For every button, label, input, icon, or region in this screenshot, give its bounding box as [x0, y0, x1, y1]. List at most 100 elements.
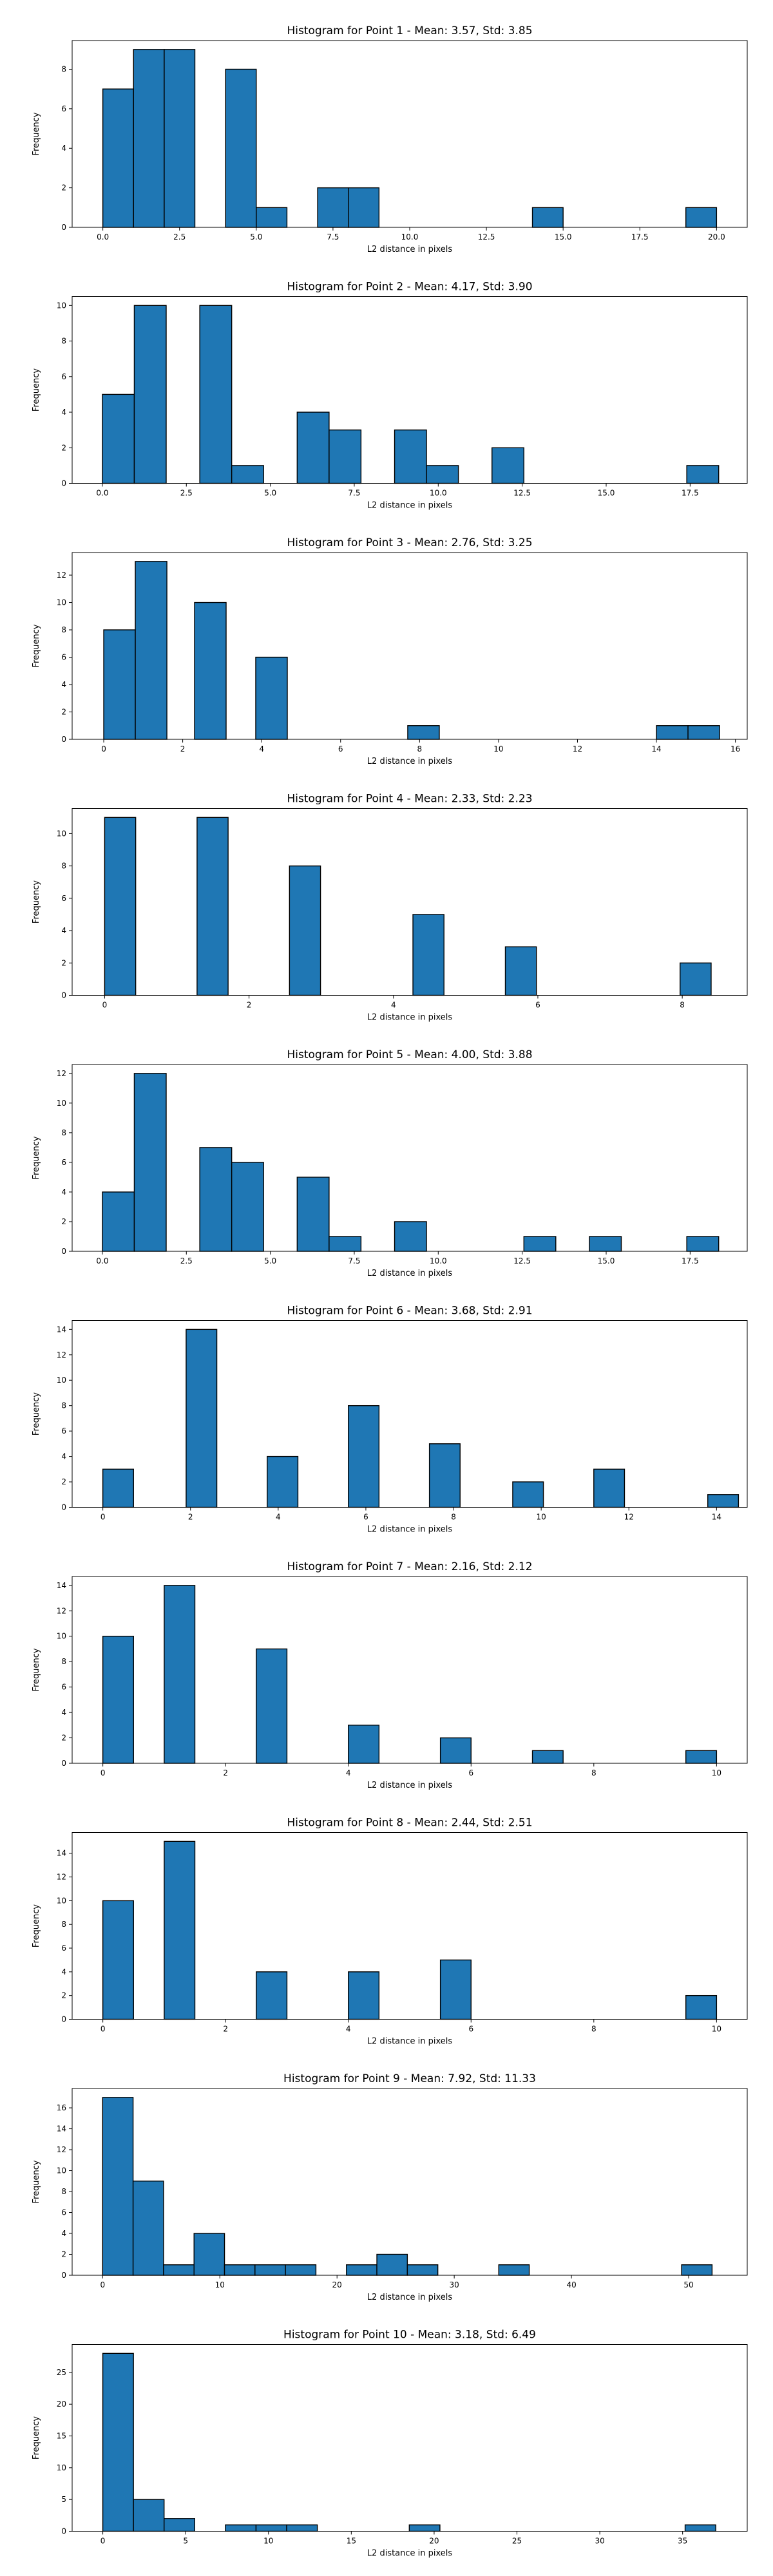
- histogram-bar: [348, 1971, 380, 2020]
- histogram-bar: [133, 49, 165, 228]
- y-tick-label: 0: [61, 991, 66, 1000]
- y-tick-label: 12: [57, 571, 66, 580]
- histogram-bar: [231, 465, 264, 484]
- y-tick-label: 5: [61, 2495, 66, 2504]
- y-tick-label: 2: [61, 184, 66, 193]
- histogram-bar: [408, 2524, 441, 2532]
- histogram-bar: [428, 1443, 461, 1508]
- axes-frame: [72, 1064, 748, 1252]
- y-axis-label: Frequency: [32, 1648, 41, 1691]
- chart-title: Histogram for Point 3 - Mean: 2.76, Std:…: [287, 536, 532, 549]
- histogram-panel-9: 0 10 20 30 40 50 0 2 4 6 8 10 12 14 16 Histogram for Po…: [32, 2072, 748, 2302]
- chart-title: Histogram for Point 4 - Mean: 2.33, Std:…: [287, 793, 532, 806]
- histogram-bar: [254, 2264, 286, 2276]
- histogram-bar: [394, 429, 427, 484]
- x-tick-label: 12.5: [478, 232, 495, 242]
- histogram-panel-7: 0 2 4 6 8 10 0 2 4 6 8 10 12 14 Histogram for Point 7 …: [32, 1560, 748, 1790]
- x-tick-label: 4: [346, 2025, 351, 2034]
- y-tick-label: 10: [57, 301, 66, 310]
- histogram-bar: [680, 962, 712, 996]
- y-tick-label: 2: [61, 958, 66, 967]
- x-tick-label: 0.0: [96, 1256, 108, 1265]
- y-tick-label: 14: [57, 2125, 66, 2134]
- x-tick-label: 0: [100, 2280, 105, 2289]
- x-tick-label: 0.0: [97, 232, 109, 242]
- histogram-bar: [394, 1221, 427, 1252]
- x-tick-label: 0.0: [96, 489, 108, 498]
- histogram-bar: [439, 1959, 472, 2020]
- x-tick-label: 0: [102, 1001, 108, 1010]
- histogram-bar: [531, 1750, 564, 1764]
- x-tick-label: 8: [451, 1513, 456, 1522]
- y-tick-label: 10: [57, 2463, 66, 2472]
- y-tick-label: 12: [57, 1350, 66, 1359]
- y-tick-label: 10: [57, 598, 66, 607]
- x-tick-label: 4: [391, 1001, 396, 1010]
- y-tick-label: 2: [61, 1991, 66, 2000]
- x-tick-label: 12.5: [513, 1256, 531, 1265]
- histogram-panel-8: 0 2 4 6 8 10 0 2 4 6 8 10 12 14 Histogram for Point 8 …: [32, 1817, 748, 2047]
- y-tick-label: 12: [57, 1873, 66, 1882]
- histogram-bar: [348, 1725, 380, 1764]
- histogram-bar: [376, 2253, 408, 2276]
- y-tick-label: 4: [61, 144, 66, 153]
- histogram-bar: [412, 914, 444, 996]
- x-tick-label: 15: [347, 2537, 356, 2546]
- x-tick-label: 30: [449, 2280, 459, 2289]
- histogram-bar: [329, 429, 362, 484]
- y-tick-label: 8: [61, 337, 66, 346]
- x-tick-label: 2.5: [180, 1256, 193, 1265]
- y-tick-label: 6: [61, 653, 66, 662]
- y-tick-label: 6: [61, 1944, 66, 1953]
- histogram-bar: [686, 1236, 720, 1252]
- histogram-bar: [103, 629, 136, 740]
- x-tick-label: 6: [338, 744, 343, 753]
- y-tick-label: 16: [57, 2103, 66, 2112]
- x-tick-label: 10.0: [430, 489, 447, 498]
- x-tick-label: 4: [259, 744, 264, 753]
- histogram-bar: [504, 946, 537, 996]
- x-tick-label: 20: [332, 2280, 342, 2289]
- y-tick-label: 10: [57, 1896, 66, 1905]
- x-tick-label: 10: [712, 2025, 721, 2034]
- y-tick-label: 0: [61, 1503, 66, 1512]
- x-tick-label: 2: [180, 744, 186, 753]
- y-tick-label: 15: [57, 2432, 66, 2441]
- axes-frame: [72, 296, 748, 484]
- x-tick-label: 0: [100, 1768, 106, 1777]
- axes-frame: [72, 1576, 748, 1764]
- y-tick-label: 0: [61, 2271, 66, 2280]
- histogram-bar: [406, 2264, 439, 2276]
- histogram-bar: [102, 1900, 134, 2020]
- histogram-bar: [656, 725, 689, 740]
- y-tick-label: 4: [61, 1452, 66, 1461]
- y-tick-label: 8: [61, 1920, 66, 1929]
- histogram-bar: [256, 1971, 288, 2020]
- y-tick-label: 2: [61, 708, 66, 717]
- x-axis-label: L2 distance in pixels: [367, 1525, 453, 1535]
- y-tick-label: 4: [61, 408, 66, 417]
- x-tick-label: 30: [595, 2537, 604, 2546]
- x-tick-label: 6: [363, 1513, 368, 1522]
- histogram-bar: [289, 865, 321, 996]
- x-tick-label: 10: [493, 744, 503, 753]
- chart-title: Histogram for Point 9 - Mean: 7.92, Std:…: [283, 2072, 536, 2085]
- histogram-bar: [686, 465, 720, 484]
- y-tick-label: 10: [57, 829, 66, 838]
- y-tick-label: 8: [61, 862, 66, 871]
- histogram-bar: [196, 817, 229, 996]
- y-tick-label: 10: [57, 1099, 66, 1108]
- x-tick-label: 0: [100, 2025, 106, 2034]
- x-axis-label: L2 distance in pixels: [367, 1269, 453, 1278]
- x-tick-label: 4: [346, 1768, 351, 1777]
- y-tick-label: 2: [61, 1217, 66, 1226]
- x-tick-label: 2.5: [180, 489, 193, 498]
- y-tick-label: 8: [61, 1128, 66, 1137]
- x-tick-label: 0: [100, 2537, 106, 2546]
- x-tick-label: 15.0: [555, 232, 572, 242]
- y-tick-label: 12: [57, 1606, 66, 1615]
- chart-title: Histogram for Point 6 - Mean: 3.68, Std:…: [287, 1305, 532, 1318]
- axes-frame: [72, 552, 748, 740]
- x-axis-label: L2 distance in pixels: [367, 1781, 453, 1790]
- histogram-bar: [133, 305, 167, 484]
